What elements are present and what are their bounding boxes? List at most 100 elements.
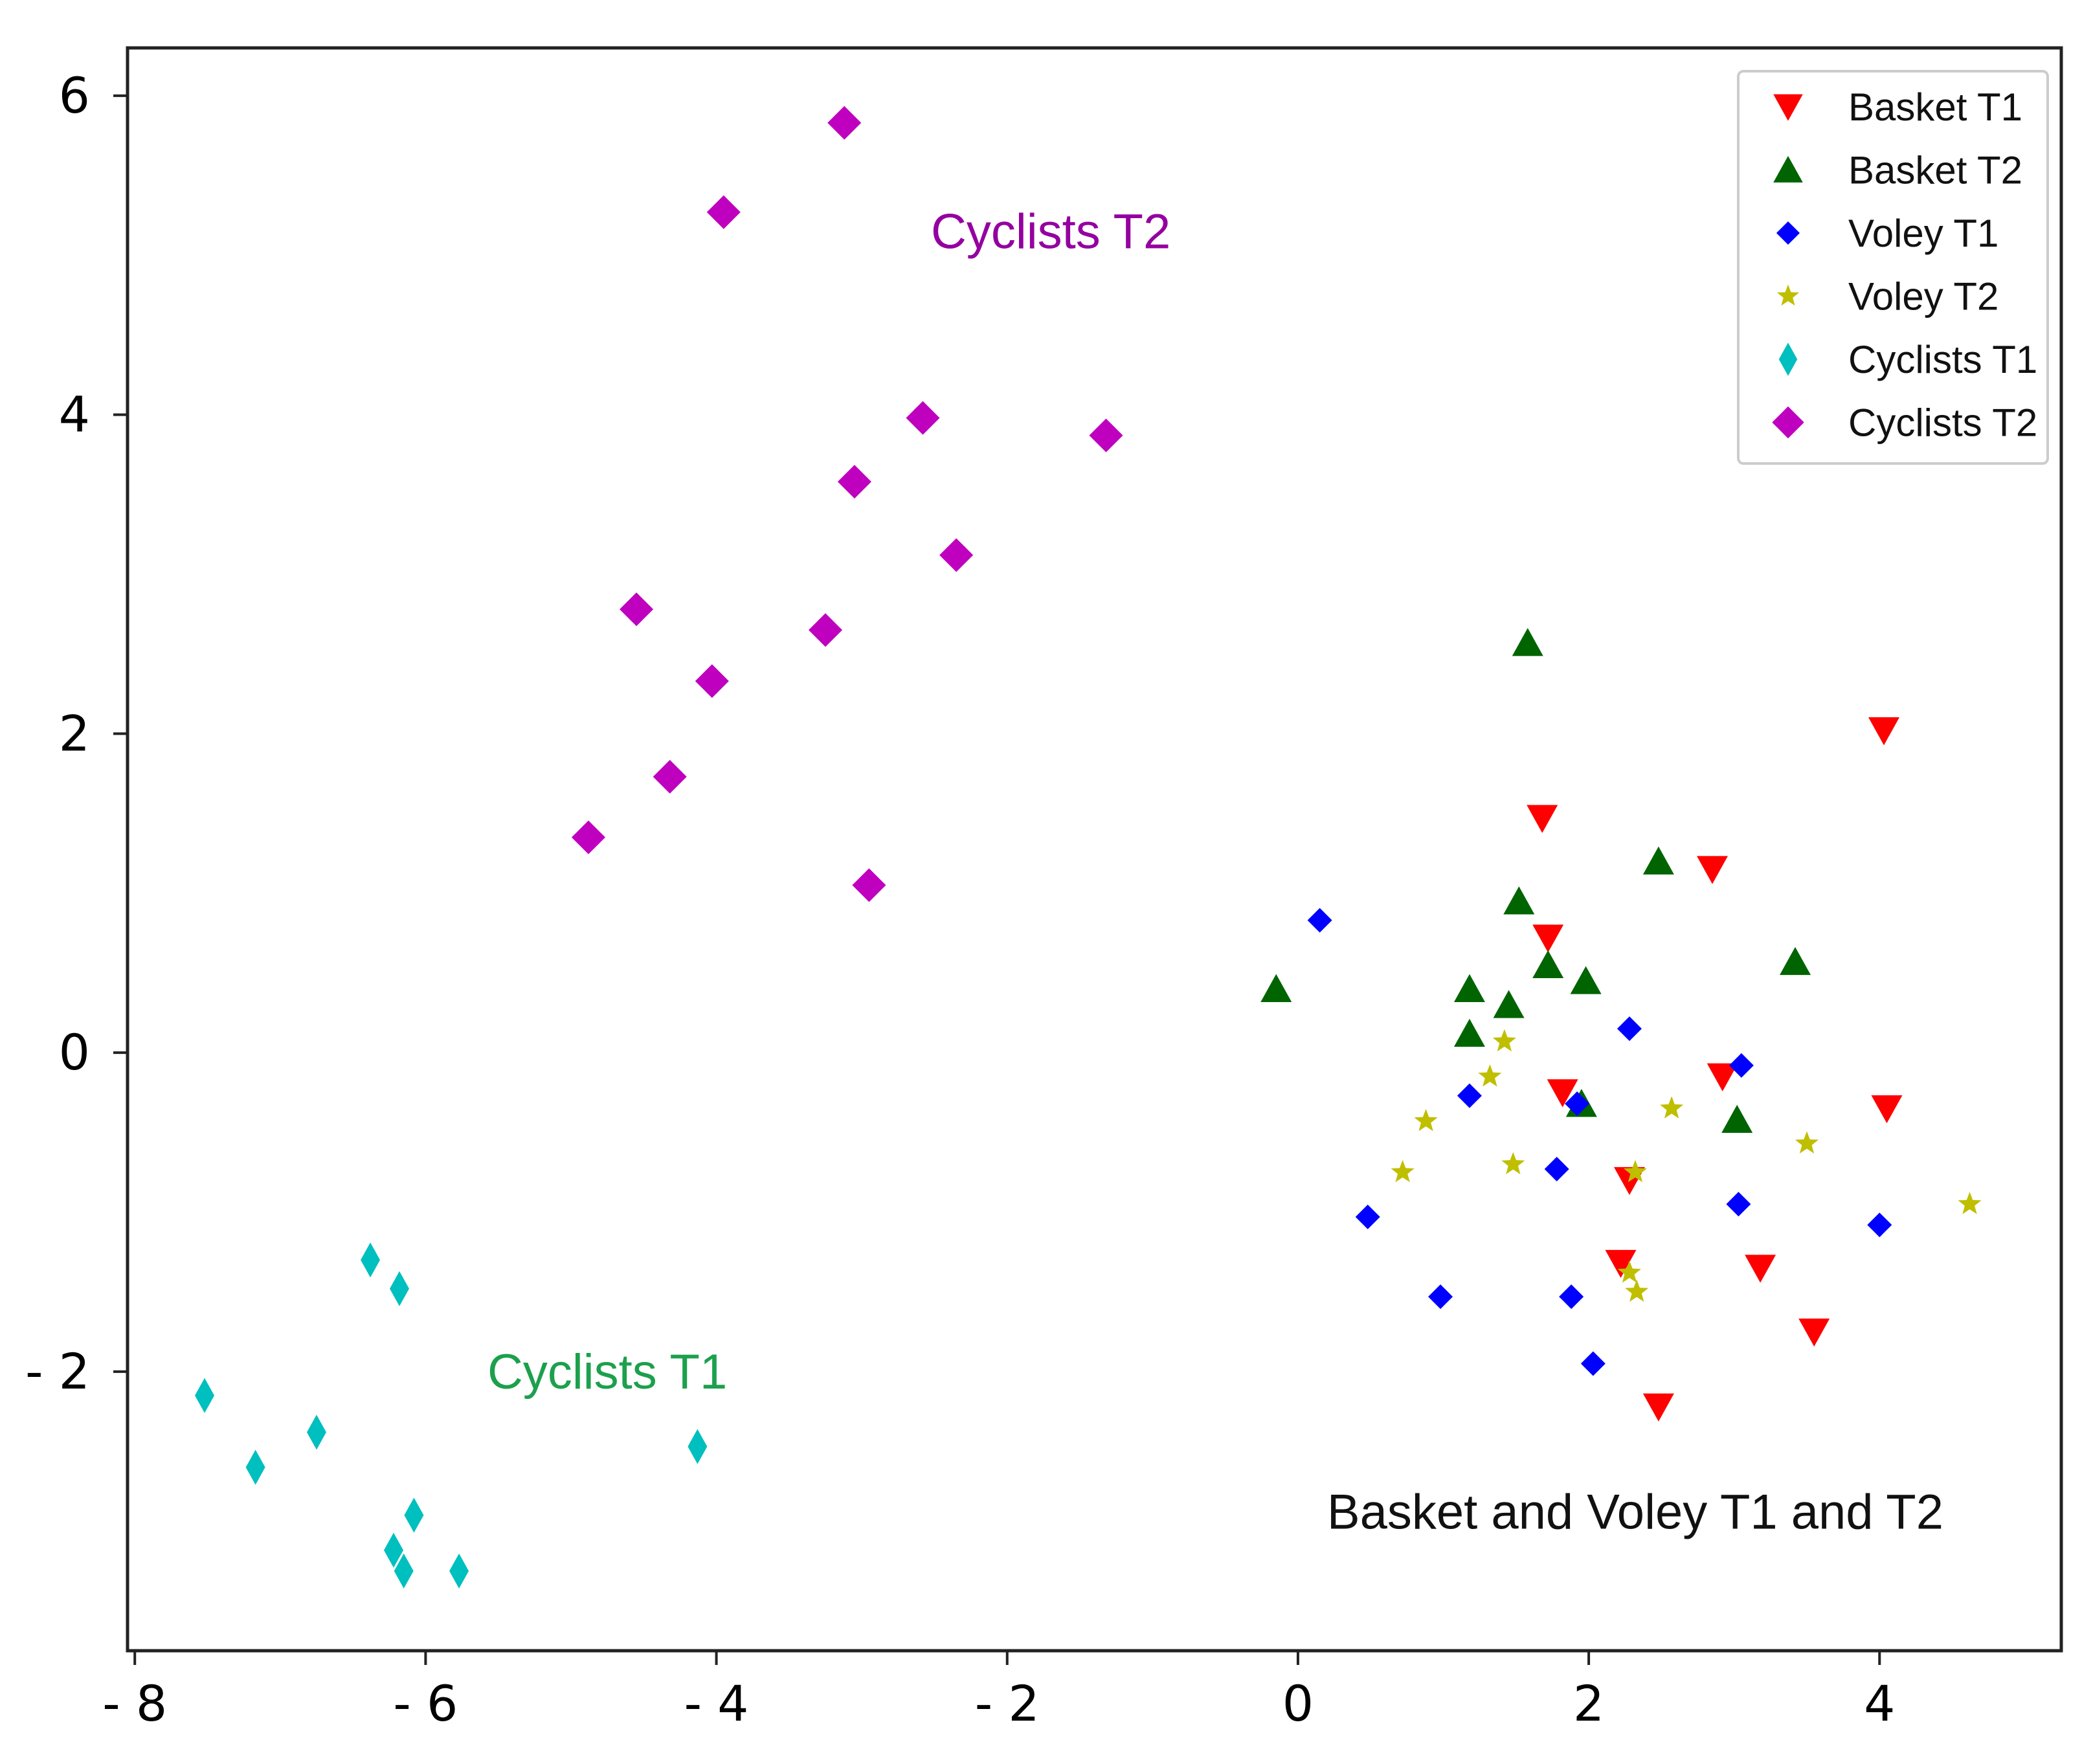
legend-label: Voley T2 [1848,275,1998,318]
x-axis: - 8 - 6 - 4 - 2 0 2 4 [102,1651,1895,1732]
y-tick-label: 6 [59,67,90,124]
point-voley-t2 [1492,1029,1516,1052]
point-voley-t1 [1726,1192,1751,1217]
point-cyclists-t2 [653,759,687,794]
point-voley-t1 [1457,1083,1482,1108]
y-tick-label: 2 [59,704,90,762]
legend-marker-voley-t2 [1776,284,1800,306]
point-cyclists-t2 [1089,418,1123,452]
point-cyclists-t1 [404,1497,424,1533]
annotation-label: Cyclists T2 [931,204,1170,259]
legend-label: Voley T1 [1848,212,1998,255]
legend-marker-cyclists-t1 [1778,342,1798,376]
plot-frame [126,46,2063,1653]
point-cyclists-t1 [688,1429,708,1464]
y-axis: - 2 0 2 4 6 [25,67,128,1400]
point-voley-t2 [1617,1260,1642,1283]
point-basket-t1 [1745,1255,1776,1283]
point-cyclists-t2 [706,195,741,229]
point-basket-t2 [1503,886,1535,915]
point-basket-t2 [1493,990,1525,1018]
point-basket-t2 [1512,628,1543,656]
point-cyclists-t1 [245,1449,265,1485]
point-cyclists-t1 [383,1532,403,1568]
legend-label: Cyclists T1 [1848,338,2037,381]
point-voley-t2 [1623,1159,1648,1183]
legend-label: Basket T2 [1848,149,2022,192]
point-voley-t1 [1580,1351,1606,1376]
point-basket-t1 [1605,1249,1637,1278]
point-basket-t1 [1798,1318,1830,1347]
point-voley-t1 [1617,1016,1642,1042]
point-voley-t2 [1660,1096,1684,1119]
point-cyclists-t1 [361,1242,381,1278]
point-voley-t1 [1565,1091,1590,1116]
legend-marker-voley-t1 [1776,221,1800,245]
point-voley-t2 [1501,1152,1525,1174]
point-cyclists-t2 [906,401,940,435]
legend: Basket T1 Basket T2 Voley T1 Voley T2 Cyclis… [1737,70,2049,465]
point-cyclists-t2 [852,868,886,902]
point-voley-t1 [1867,1212,1892,1238]
point-basket-t1 [1532,924,1564,953]
point-basket-t2 [1532,950,1564,979]
point-basket-t2 [1453,974,1485,1002]
point-voley-t1 [1307,908,1332,933]
point-basket-t1 [1868,717,1900,746]
point-cyclists-t1 [394,1553,414,1589]
x-tick-label: 0 [1282,1675,1314,1732]
point-basket-t1 [1707,1063,1738,1091]
point-basket-t1 [1642,1393,1674,1422]
legend-marker-cyclists-t2 [1772,406,1804,439]
point-voley-t2 [1414,1109,1438,1132]
point-voley-t1 [1559,1284,1584,1310]
legend-label: Basket T1 [1848,85,2022,129]
point-basket-t1 [1547,1079,1578,1108]
point-voley-t2 [1391,1159,1415,1183]
point-basket-t1 [1696,856,1728,884]
point-voley-t2 [1795,1131,1819,1154]
point-cyclists-t2 [837,465,871,499]
point-voley-t2 [1478,1064,1502,1087]
legend-marker-basket-t1 [1773,94,1803,121]
x-tick-label: - 6 [393,1675,458,1732]
x-tick-label: 2 [1573,1675,1604,1732]
point-voley-t2 [1958,1192,1982,1214]
point-cyclists-t1 [306,1414,326,1450]
annotation-label: Cyclists T1 [487,1345,727,1400]
x-tick-label: - 8 [102,1675,167,1732]
legend-marker-basket-t2 [1773,155,1803,183]
points-layer [195,106,1982,1589]
point-basket-t2 [1453,1018,1485,1047]
point-cyclists-t1 [389,1271,409,1306]
legend-label: Cyclists T2 [1848,401,2037,445]
point-voley-t2 [1625,1279,1649,1302]
point-voley-t1 [1355,1204,1380,1229]
annotations: Cyclists T2 Cyclists T1 Basket and Voley T… [487,204,1943,1539]
point-basket-t1 [1871,1095,1903,1124]
point-cyclists-t2 [695,664,729,698]
point-voley-t1 [1729,1053,1754,1078]
point-cyclists-t2 [620,592,654,627]
point-basket-t2 [1721,1104,1753,1133]
point-cyclists-t2 [809,613,843,647]
point-basket-t1 [1527,805,1558,833]
x-tick-label: 4 [1864,1675,1895,1732]
point-voley-t1 [1428,1284,1453,1310]
y-tick-label: 4 [59,386,90,443]
y-tick-label: 0 [59,1023,90,1081]
point-cyclists-t1 [449,1553,469,1589]
point-cyclists-t2 [571,820,605,854]
x-tick-label: - 2 [975,1675,1040,1732]
point-basket-t2 [1260,974,1292,1002]
y-tick-label: - 2 [25,1343,90,1400]
point-basket-t2 [1780,946,1811,976]
point-cyclists-t2 [939,538,974,572]
point-basket-t2 [1570,966,1602,994]
point-cyclists-t2 [827,106,862,140]
x-tick-label: - 4 [684,1675,749,1732]
point-cyclists-t1 [195,1378,215,1413]
legend-box [1737,70,2049,465]
point-voley-t1 [1544,1156,1569,1181]
